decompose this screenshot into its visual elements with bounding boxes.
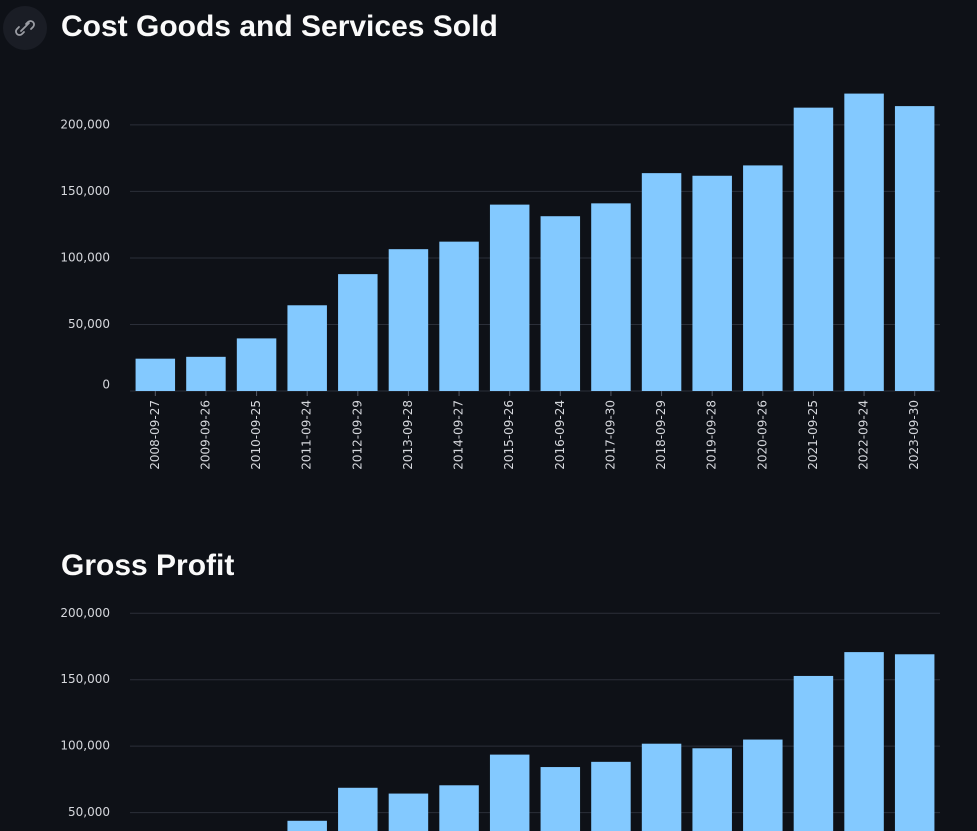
bar [338, 274, 378, 391]
bar [591, 203, 631, 391]
x-tick-label: 2019-09-28 [705, 400, 719, 470]
bar [236, 338, 277, 391]
bar [135, 358, 176, 391]
x-tick-label: 2013-09-28 [401, 400, 415, 470]
x-tick-label: 2021-09-25 [806, 400, 820, 470]
bar [743, 165, 783, 391]
bar [844, 652, 884, 831]
bar [439, 241, 479, 391]
bar [489, 754, 530, 831]
bar [692, 175, 732, 391]
bar [489, 204, 530, 391]
bar [186, 356, 226, 391]
bar [388, 793, 429, 831]
y-tick-label: 50,000 [68, 805, 110, 819]
bar [641, 173, 682, 391]
x-tick-label: 2020-09-26 [755, 400, 769, 470]
bar [338, 787, 378, 831]
bar [894, 106, 935, 392]
y-tick-label: 100,000 [60, 250, 110, 264]
bar [287, 305, 327, 391]
bar [439, 785, 479, 831]
y-tick-label: 100,000 [60, 739, 110, 753]
bar [894, 654, 935, 831]
y-tick-label: 200,000 [60, 606, 110, 620]
x-tick-label: 2018-09-29 [654, 400, 668, 470]
x-tick-label: 2008-09-27 [148, 400, 162, 470]
x-tick-label: 2022-09-24 [857, 400, 871, 470]
x-tick-label: 2023-09-30 [907, 400, 921, 470]
link-button[interactable] [3, 6, 47, 50]
bar [287, 820, 327, 831]
x-tick-label: 2016-09-24 [553, 400, 567, 470]
bar [591, 761, 631, 831]
y-tick-label: 50,000 [68, 317, 110, 331]
y-tick-label: 150,000 [60, 672, 110, 686]
bar [641, 743, 682, 831]
x-tick-label: 2010-09-25 [249, 400, 263, 470]
x-tick-label: 2017-09-30 [603, 400, 617, 470]
bar [793, 107, 834, 391]
bar [540, 216, 581, 391]
bar [692, 748, 732, 831]
x-tick-label: 2009-09-26 [198, 400, 212, 470]
bar [388, 249, 429, 391]
bar [793, 675, 834, 831]
bar [743, 739, 783, 831]
x-tick-label: 2014-09-27 [452, 400, 466, 470]
bar [844, 93, 884, 392]
link-icon[interactable] [15, 20, 35, 36]
x-tick-label: 2015-09-26 [502, 400, 516, 470]
chart-title: Gross Profit [61, 549, 234, 582]
y-tick-label: 150,000 [60, 184, 110, 198]
x-tick-label: 2011-09-24 [300, 400, 314, 470]
x-tick-label: 2012-09-29 [350, 400, 364, 470]
y-tick-label: 0 [102, 378, 110, 392]
chart-title: Cost Goods and Services Sold [61, 10, 498, 43]
bar [540, 767, 581, 831]
y-tick-label: 200,000 [60, 117, 110, 131]
